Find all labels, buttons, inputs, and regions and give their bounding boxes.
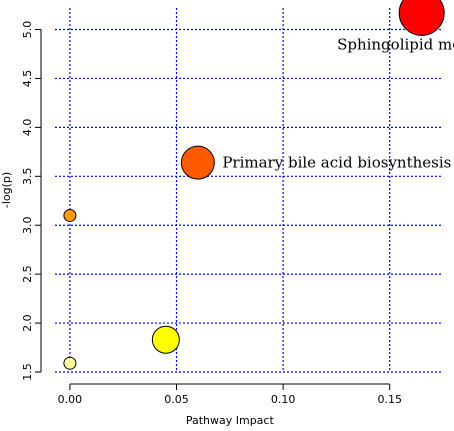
- y-tick-label: 3.0: [21, 216, 34, 234]
- y-tick-label: 4.0: [21, 119, 34, 137]
- y-axis-title: -log(p): [0, 172, 13, 208]
- data-point: [63, 356, 77, 370]
- x-tick-label: 0.00: [58, 393, 83, 406]
- data-points: [63, 0, 445, 370]
- data-point: [398, 0, 445, 36]
- y-tick-label: 5.0: [21, 21, 34, 39]
- x-tick-label: 0.15: [377, 393, 402, 406]
- y-tick-label: 3.5: [21, 168, 34, 186]
- data-point: [180, 145, 215, 180]
- y-tick-label: 2.5: [21, 265, 34, 283]
- point-annotations: Sphingolipid metabolism Primary bile acid…: [222, 35, 454, 171]
- x-tick-label: 0.05: [164, 393, 189, 406]
- y-tick-label: 1.5: [21, 363, 34, 381]
- data-point: [63, 208, 77, 222]
- grid-lines: [55, 8, 443, 373]
- axes: 0.00 0.05 0.10 0.15 1.5 2.0 2.5 3.0 3.5 4.0 4.5 5.0: [21, 21, 402, 406]
- y-tick-label: 2.0: [21, 314, 34, 332]
- point-label: Sphingolipid metabolism: [337, 35, 454, 53]
- point-label: Primary bile acid biosynthesis: [222, 154, 451, 172]
- y-tick-label: 4.5: [21, 70, 34, 88]
- data-point: [151, 325, 180, 354]
- x-tick-label: 0.10: [271, 393, 296, 406]
- x-axis-title: Pathway Impact: [186, 414, 275, 427]
